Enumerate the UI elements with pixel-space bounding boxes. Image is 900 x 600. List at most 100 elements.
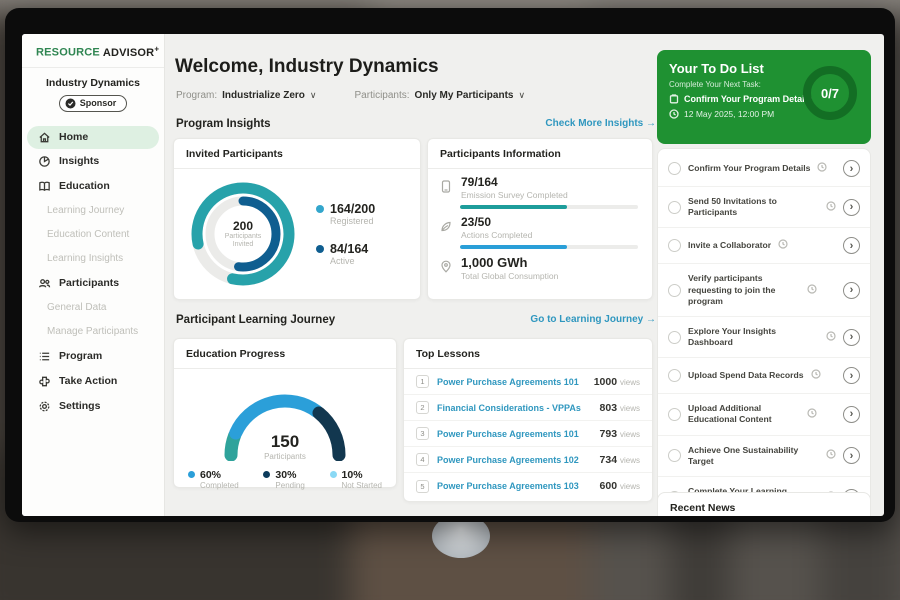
stat-emission-survey: 79/164 Emission Survey Completed (428, 169, 652, 200)
task-go-button[interactable]: › (843, 328, 860, 346)
sidebar-item-education[interactable]: Education (22, 174, 164, 199)
program-insights-title: Program Insights (176, 118, 271, 130)
insights-pie-icon (38, 155, 51, 168)
rank-badge: 4 (416, 453, 429, 466)
participants-filter[interactable]: Participants: Only My Participants ∨ (354, 90, 526, 101)
card-title: Invited Participants (174, 139, 420, 169)
sidebar-item-manage-participants[interactable]: Manage Participants (47, 326, 139, 338)
puzzle-icon (38, 375, 51, 388)
task-go-button[interactable]: › (843, 447, 860, 465)
program-filter[interactable]: Program: Industrialize Zero ∨ (176, 90, 317, 101)
clock-icon (807, 283, 817, 297)
task-row[interactable]: Achieve One Sustainability Target › (658, 436, 870, 477)
sidebar-item-learning-journey[interactable]: Learning Journey (47, 205, 125, 217)
gauge-center-value: 150 (270, 432, 300, 451)
rank-badge: 1 (416, 375, 429, 388)
clock-icon (810, 369, 821, 382)
lesson-row: 3 Power Purchase Agreements 101 793 view… (404, 421, 652, 447)
task-row[interactable]: Explore Your Insights Dashboard › (658, 317, 870, 359)
task-go-button[interactable]: › (843, 160, 860, 177)
gear-icon (38, 400, 51, 413)
logo-resource: RESOURCE (36, 46, 100, 59)
lesson-link[interactable]: Power Purchase Agreements 103 (437, 481, 579, 491)
todo-title: Your To Do List (669, 61, 764, 76)
task-checkbox[interactable] (668, 162, 681, 175)
task-go-button[interactable]: › (843, 198, 860, 216)
not-started-dot-icon (329, 471, 337, 478)
clock-icon (826, 449, 836, 462)
clock-icon (826, 330, 836, 344)
right-column: Your To Do List Complete Your Next Task:… (657, 34, 871, 516)
task-go-button[interactable]: › (843, 367, 860, 385)
lesson-link[interactable]: Power Purchase Agreements 101 (437, 376, 579, 387)
task-row[interactable]: Invite a Collaborator › (658, 228, 870, 265)
stat-consumption: 1,000 GWh Total Global Consumption (428, 249, 652, 281)
sidebar-item-settings[interactable]: Settings (22, 394, 164, 419)
check-more-insights-link[interactable]: Check More Insights → (545, 118, 656, 129)
todo-progress-ring (803, 66, 857, 120)
task-row[interactable]: Confirm Your Program Details › (658, 151, 870, 187)
legend-active: 84/164 Active (316, 242, 375, 266)
task-checkbox[interactable] (668, 369, 681, 383)
lesson-row: 2 Financial Considerations - VPPAs 803 v… (404, 395, 652, 421)
lesson-row: 1 Power Purchase Agreements 101 1000 vie… (404, 369, 652, 395)
lesson-link[interactable]: Power Purchase Agreements 101 (437, 428, 579, 439)
todo-subtitle: Complete Your Next Task: (669, 80, 761, 89)
sidebar-item-program[interactable]: Program (22, 344, 164, 369)
completed-dot-icon (188, 471, 195, 478)
clock-icon (778, 239, 788, 252)
education-gauge-chart: 150 Participants (205, 377, 365, 462)
task-checkbox[interactable] (668, 407, 681, 421)
sidebar-item-home[interactable]: Home (27, 125, 159, 149)
clock-icon (826, 201, 836, 214)
active-dot-icon (316, 245, 324, 253)
recent-news-card: Recent News (657, 492, 871, 516)
rank-badge: 5 (416, 479, 429, 493)
lesson-link[interactable]: Power Purchase Agreements 102 (437, 454, 579, 465)
clock-icon (807, 408, 817, 421)
rank-badge: 2 (416, 401, 429, 414)
invited-donut-chart: 200 Participants Invited (184, 175, 302, 293)
task-go-button[interactable]: › (843, 237, 860, 255)
task-row[interactable]: Send 50 Invitations to Participants › (658, 187, 870, 229)
task-checkbox[interactable] (668, 330, 681, 344)
lesson-link[interactable]: Financial Considerations - VPPAs (437, 402, 581, 413)
chevron-down-icon[interactable]: ∨ (309, 90, 317, 100)
book-icon (38, 180, 51, 193)
sidebar-item-participants[interactable]: Participants (22, 271, 164, 296)
pending-dot-icon (263, 471, 271, 478)
sidebar-nav: Home Insights Education Learning Journey… (22, 125, 164, 419)
task-checkbox[interactable] (668, 449, 681, 463)
chevron-down-icon[interactable]: ∨ (518, 90, 526, 100)
people-icon (38, 277, 51, 290)
task-go-button[interactable]: › (843, 281, 860, 299)
sponsor-check-icon (65, 98, 76, 109)
logo-advisor: ADVISOR+ (102, 44, 160, 59)
sponsor-badge[interactable]: Sponsor (58, 94, 128, 112)
gauge-center-label: Participants (264, 452, 306, 461)
filter-bar: Program: Industrialize Zero ∨ Participan… (176, 90, 525, 101)
task-checkbox[interactable] (668, 200, 681, 214)
sidebar-item-learning-insights[interactable]: Learning Insights (47, 253, 124, 265)
sidebar: RESOURCE ADVISOR+ Industry Dynamics Spon… (22, 34, 165, 516)
participants-information-card: Participants Information 79/164 Emission… (427, 138, 653, 300)
card-title: Participants Information (428, 139, 652, 169)
sidebar-item-general-data[interactable]: General Data (47, 302, 107, 314)
survey-icon (440, 176, 453, 200)
task-row[interactable]: Upload Spend Data Records › (658, 358, 870, 395)
task-checkbox[interactable] (668, 239, 681, 253)
sidebar-item-insights[interactable]: Insights (22, 149, 164, 174)
task-row[interactable]: Verify participants requesting to join t… (658, 264, 870, 317)
card-title: Education Progress (174, 339, 396, 369)
education-progress-card: Education Progress 150 Participants 60% C… (173, 338, 397, 490)
task-checkbox[interactable] (668, 283, 681, 297)
task-row[interactable]: Upload Additional Educational Content › (658, 394, 870, 436)
sidebar-item-take-action[interactable]: Take Action (22, 369, 164, 394)
go-to-learning-journey-link[interactable]: Go to Learning Journey → (530, 314, 656, 325)
sidebar-item-education-content[interactable]: Education Content (47, 229, 130, 241)
invited-participants-card: Invited Participants 200 Participants In… (173, 138, 421, 300)
dashboard-screen: RESOURCE ADVISOR+ Industry Dynamics Spon… (22, 34, 884, 516)
rank-badge: 3 (416, 427, 429, 440)
task-go-button[interactable]: › (843, 405, 860, 423)
